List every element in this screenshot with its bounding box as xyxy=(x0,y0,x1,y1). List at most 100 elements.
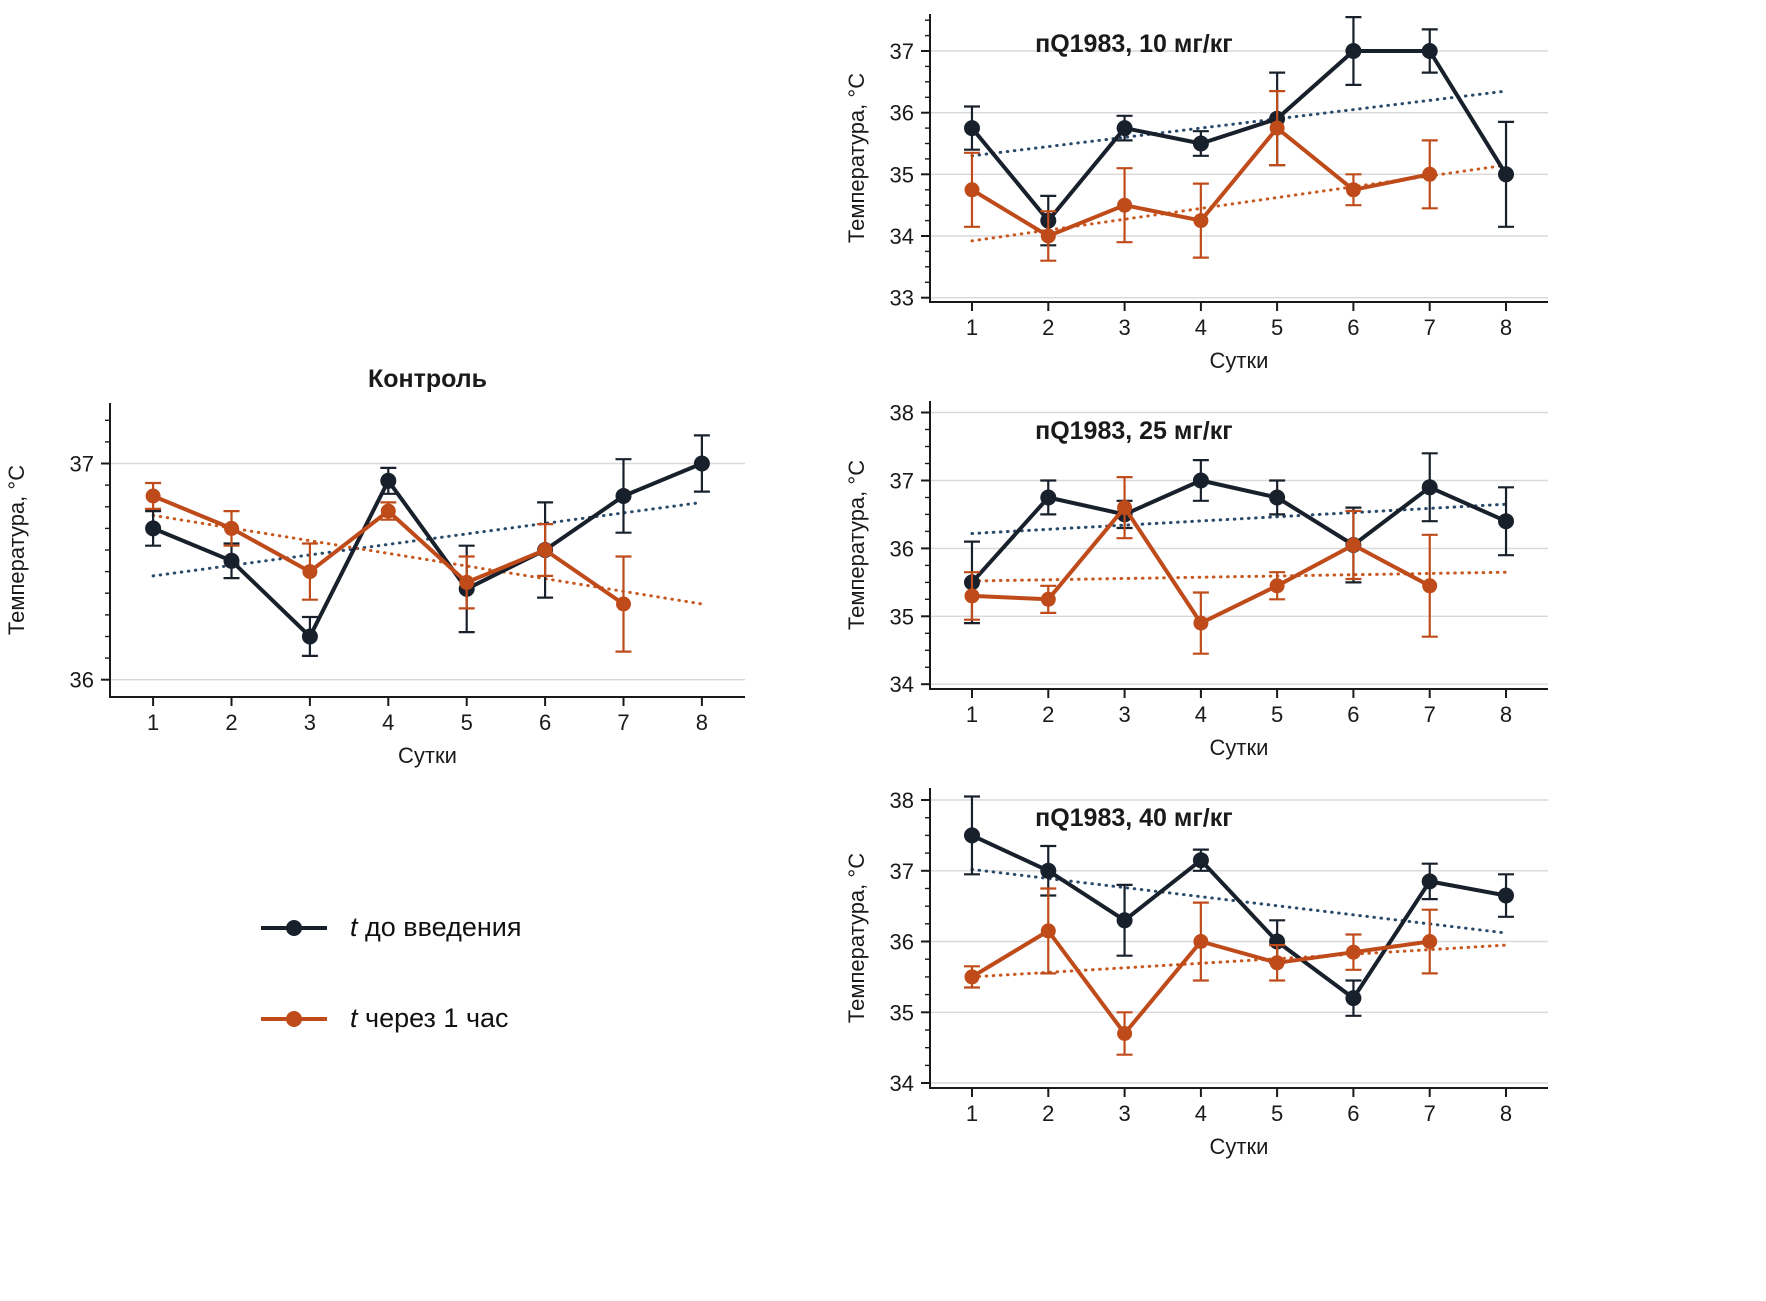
y-tick-label: 36 xyxy=(70,668,94,693)
trendline-before xyxy=(151,500,704,578)
x-tick-label: 1 xyxy=(966,702,978,727)
data-point-after xyxy=(1117,1026,1133,1041)
data-point-before xyxy=(145,520,162,537)
data-point-after xyxy=(145,488,161,504)
y-tick-label: 36 xyxy=(890,536,914,561)
y-tick-label: 33 xyxy=(890,286,914,311)
data-point-after xyxy=(459,574,475,590)
legend-symbol-before: t xyxy=(350,912,358,942)
data-point-before xyxy=(1345,43,1362,59)
chart-control: 36 37 1 2 3 4 5 6 7 8 Сутки Температура, °С Контроль xyxy=(0,355,790,780)
y-tick-label: 34 xyxy=(890,1071,914,1096)
data-point-after xyxy=(1269,955,1285,971)
data-point-after xyxy=(1345,537,1361,553)
data-point-after xyxy=(964,182,980,198)
trendline-after xyxy=(151,513,704,606)
legend-label-after: t через 1 час xyxy=(350,1003,509,1034)
data-point-after xyxy=(616,596,631,612)
data-point-after xyxy=(964,588,980,604)
data-point-after xyxy=(1345,944,1361,960)
y-tick-label: 37 xyxy=(890,469,914,494)
data-point-after xyxy=(1193,615,1209,631)
trendline-before xyxy=(970,502,1508,535)
x-tick-label: 8 xyxy=(1500,702,1512,727)
y-tick-label: 34 xyxy=(890,672,914,697)
y-tick-label: 35 xyxy=(890,162,914,187)
data-point-before xyxy=(223,552,240,569)
data-point-after xyxy=(1040,228,1056,244)
data-point-after xyxy=(537,542,553,558)
data-point-before xyxy=(1192,135,1209,152)
x-axis-title: Сутки xyxy=(1210,348,1269,373)
y-tick-label: 38 xyxy=(890,401,914,426)
data-point-after xyxy=(1269,578,1285,594)
x-tick-label: 5 xyxy=(1271,1101,1283,1126)
data-point-after xyxy=(1040,923,1056,939)
x-tick-label: 2 xyxy=(1042,702,1054,727)
data-point-before xyxy=(380,472,397,489)
x-axis-title: Сутки xyxy=(398,743,457,768)
x-tick-label: 7 xyxy=(1424,1101,1436,1126)
data-point-before xyxy=(1498,887,1514,904)
data-point-after xyxy=(1422,166,1438,182)
chart-title: пQ1983, 40 мг/кг xyxy=(1035,804,1233,832)
data-point-after xyxy=(1269,120,1285,136)
y-tick-label: 34 xyxy=(890,224,914,249)
data-point-before xyxy=(615,488,632,504)
x-tick-label: 3 xyxy=(1118,315,1130,340)
x-axis-title: Сутки xyxy=(1210,1134,1269,1159)
data-point-before xyxy=(301,628,318,645)
series-line-before xyxy=(970,478,1507,584)
x-tick-label: 6 xyxy=(1347,315,1359,340)
x-tick-label: 6 xyxy=(539,710,551,735)
y-axis-title: Температура, °С xyxy=(4,465,29,635)
chart-control-svg: 36 37 1 2 3 4 5 6 7 8 Сутки Температура, °С Контроль xyxy=(4,365,745,768)
x-tick-label: 6 xyxy=(1347,702,1359,727)
x-tick-label: 7 xyxy=(1424,702,1436,727)
trendline-after xyxy=(970,943,1508,979)
data-point-before xyxy=(1116,912,1133,929)
x-tick-label: 4 xyxy=(1195,702,1207,727)
chart-dose-10mg: 33 34 35 36 37 1 2 3 4 5 6 7 8 Сутки Температура, °С пQ… xyxy=(838,0,1578,385)
chart-dose-40mg: 34 35 36 37 38 1 2 3 4 5 6 7 8 Сутки Температура, °С пQ… xyxy=(838,772,1578,1177)
x-tick-label: 5 xyxy=(1271,315,1283,340)
y-tick-label: 37 xyxy=(890,859,914,884)
x-tick-label: 1 xyxy=(147,710,159,735)
legend: t до введения t через 1 час xyxy=(258,912,521,1034)
data-point-after xyxy=(380,503,396,519)
chart-title: пQ1983, 10 мг/кг xyxy=(1035,30,1233,58)
trendline-after xyxy=(970,163,1508,243)
x-tick-label: 7 xyxy=(617,710,629,735)
x-tick-label: 8 xyxy=(1500,1101,1512,1126)
chart-title: Контроль xyxy=(368,365,487,393)
data-point-before xyxy=(693,455,710,472)
x-tick-label: 1 xyxy=(966,1101,978,1126)
legend-dot xyxy=(286,919,302,936)
y-tick-label: 36 xyxy=(890,101,914,126)
x-tick-label: 4 xyxy=(1195,1101,1207,1126)
data-point-before xyxy=(1421,873,1438,890)
x-axis-title: Сутки xyxy=(1210,735,1269,760)
data-point-after xyxy=(1345,182,1361,198)
data-point-before xyxy=(964,120,980,137)
legend-label-before: t до введения xyxy=(350,912,521,943)
y-tick-label: 35 xyxy=(890,604,914,629)
legend-item-after: t через 1 час xyxy=(258,1003,521,1034)
x-tick-label: 7 xyxy=(1424,315,1436,340)
data-point-after xyxy=(1117,500,1133,516)
x-tick-label: 8 xyxy=(1500,315,1512,340)
trendline-before xyxy=(970,89,1508,158)
chart-title: пQ1983, 25 мг/кг xyxy=(1035,417,1233,445)
series-line-before xyxy=(152,461,703,639)
data-point-before xyxy=(1040,862,1057,879)
legend-dot xyxy=(286,1010,302,1027)
data-point-before xyxy=(964,827,980,844)
x-tick-label: 2 xyxy=(1042,1101,1054,1126)
legend-text-before: до введения xyxy=(357,912,522,942)
y-tick-label: 35 xyxy=(890,1000,914,1025)
y-tick-label: 36 xyxy=(890,930,914,955)
x-tick-label: 2 xyxy=(1042,315,1054,340)
